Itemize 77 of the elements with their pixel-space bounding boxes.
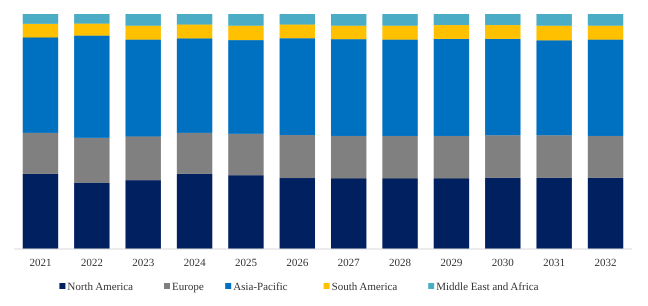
bar: [536, 26, 572, 40]
bar: [382, 136, 418, 178]
bar: [536, 135, 572, 178]
bar: [280, 24, 316, 38]
bar: [176, 14, 212, 25]
x-tick-label: 2028: [389, 257, 412, 269]
bar: [330, 39, 366, 136]
bar: [228, 40, 264, 134]
bar: [22, 132, 58, 174]
bar: [536, 178, 572, 249]
legend-label: Middle East and Africa: [436, 281, 539, 293]
bar: [330, 178, 366, 249]
bar: [22, 38, 58, 133]
bar: [485, 14, 521, 26]
bar: [382, 40, 418, 136]
bar: [485, 135, 521, 178]
x-tick-label: 2030: [492, 257, 514, 269]
bar: [434, 178, 470, 249]
bar: [280, 178, 316, 249]
bar: [588, 26, 624, 40]
bar: [330, 26, 366, 40]
x-tick-label: 2032: [594, 257, 617, 269]
bar: [280, 135, 316, 178]
bar: [74, 182, 110, 249]
bar: [588, 14, 624, 26]
x-tick-label: 2023: [132, 257, 155, 269]
bar: [434, 14, 470, 26]
bar: [74, 24, 110, 36]
bar: [125, 26, 161, 40]
bar: [382, 26, 418, 40]
bar: [228, 26, 264, 40]
legend-label: Europe: [172, 281, 204, 293]
bar: [228, 175, 264, 249]
bar: [125, 136, 161, 180]
legend-label: South America: [332, 281, 398, 293]
bar: [176, 24, 212, 38]
bar: [176, 132, 212, 174]
bar: [74, 14, 110, 24]
x-tick-label: 2024: [184, 257, 206, 269]
bar: [228, 14, 264, 26]
bar: [536, 14, 572, 26]
legend-label: Asia-Pacific: [233, 281, 288, 293]
bar: [125, 180, 161, 249]
x-tick-label: 2026: [286, 257, 309, 269]
x-tick-label: 2029: [440, 257, 463, 269]
x-tick-label: 2022: [80, 257, 103, 269]
bar: [485, 38, 521, 136]
bar: [125, 14, 161, 26]
bar: [330, 136, 366, 178]
bar: [125, 40, 161, 136]
legend-label: North America: [67, 281, 134, 293]
bar: [280, 38, 316, 136]
x-tick-label: 2021: [29, 257, 52, 269]
bar: [588, 178, 624, 249]
x-tick-label: 2027: [338, 257, 360, 269]
bar: [382, 178, 418, 249]
bar: [536, 40, 572, 136]
bar: [22, 174, 58, 249]
bar: [485, 25, 521, 39]
bar: [434, 38, 470, 136]
bar: [74, 138, 110, 183]
bar: [588, 40, 624, 136]
bar: [280, 14, 316, 25]
bar: [22, 14, 58, 24]
x-tick-label: 2025: [234, 257, 258, 269]
bar: [330, 14, 366, 26]
bar: [588, 136, 624, 178]
bar: [485, 178, 521, 249]
bar: [176, 174, 212, 249]
bar: [382, 14, 418, 26]
bar: [228, 134, 264, 176]
bar: [176, 38, 212, 133]
x-tick-label: 2031: [543, 257, 566, 269]
bar: [434, 136, 470, 178]
bar: [74, 36, 110, 138]
bar: [22, 24, 58, 38]
bar: [434, 25, 470, 39]
